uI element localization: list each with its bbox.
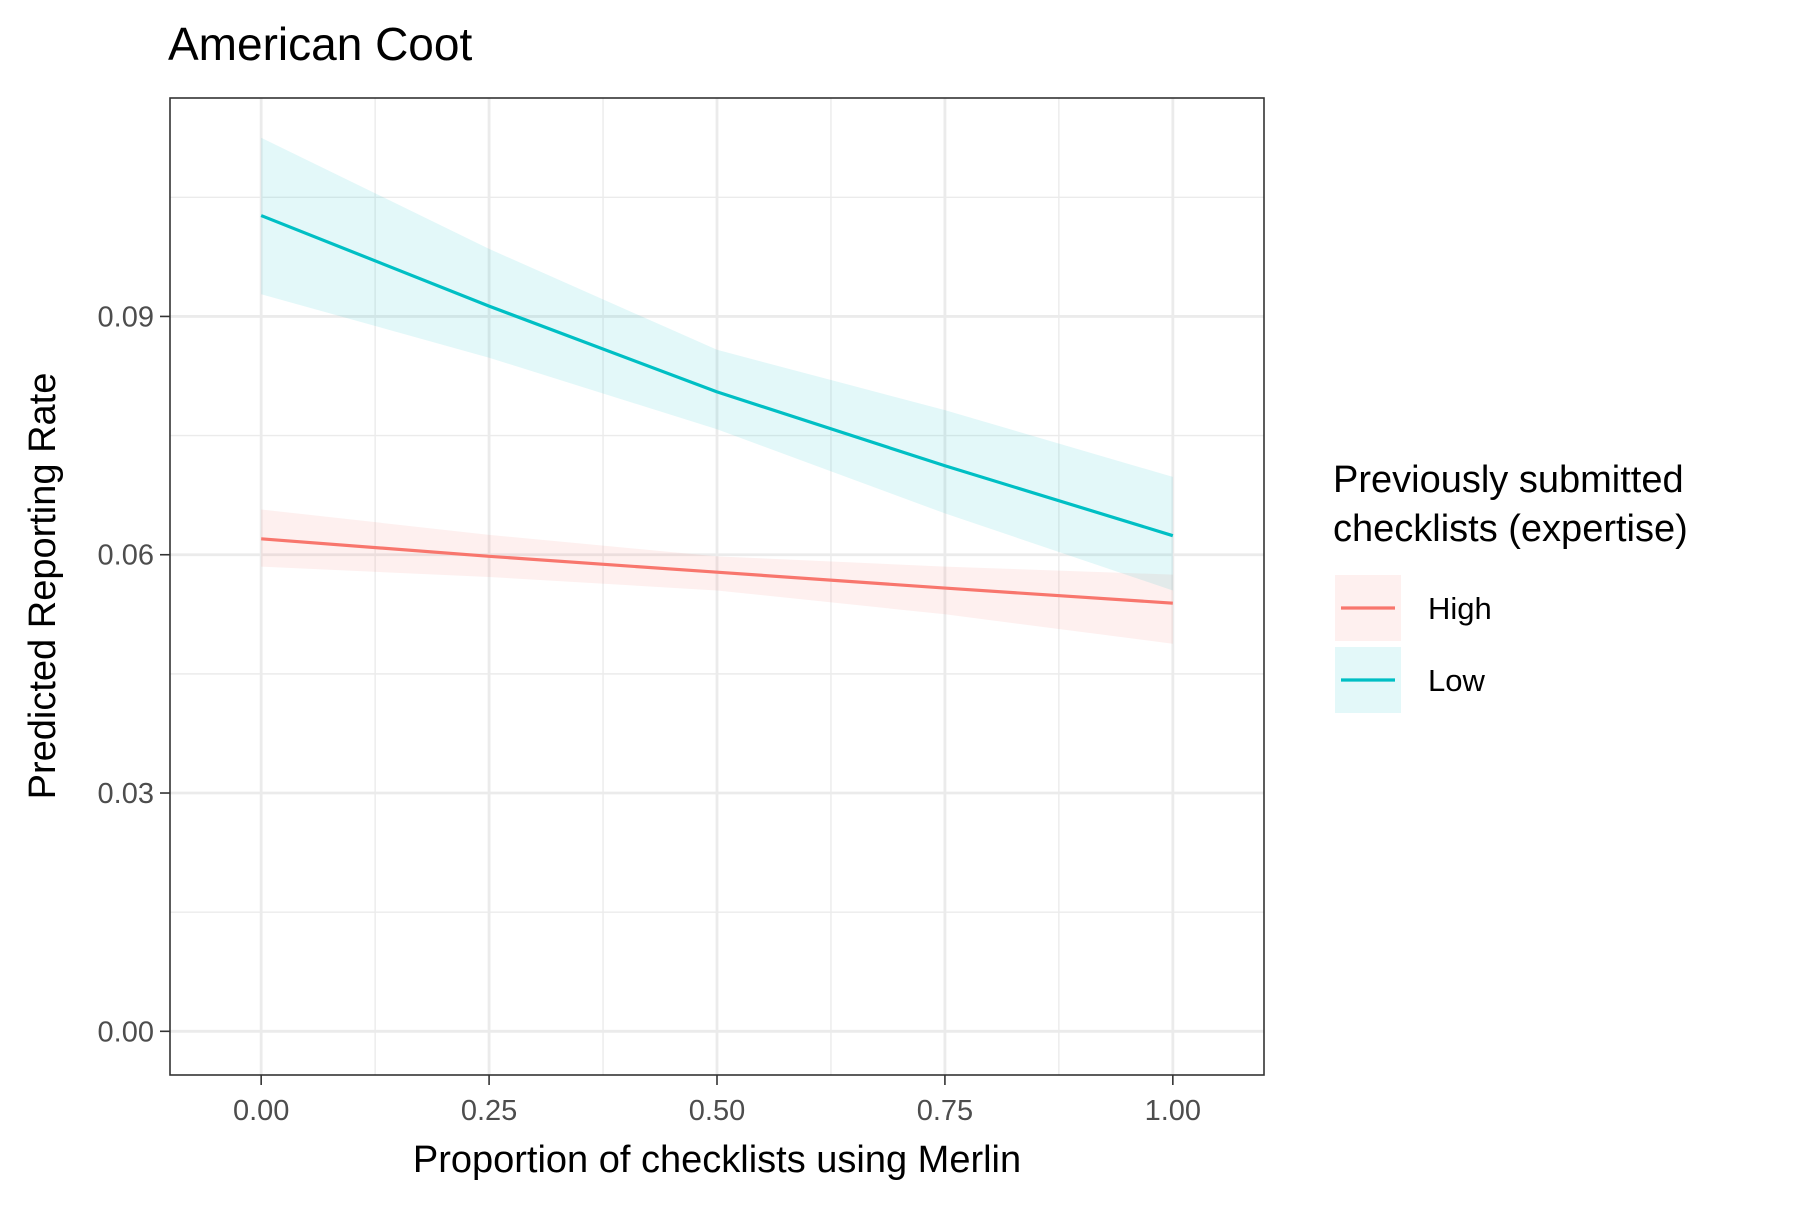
x-tick-label-0: 0.00 <box>233 1095 289 1127</box>
legend-title-line-2: checklists (expertise) <box>1333 508 1688 550</box>
legend: Previously submitted checklists (experti… <box>1333 459 1694 713</box>
y-axis-label: Predicted Reporting Rate <box>22 373 64 800</box>
legend-title-line-1: Previously submitted <box>1333 459 1684 501</box>
y-tick-label-1: 0.03 <box>98 778 154 810</box>
x-tick-label-2: 0.50 <box>689 1095 745 1127</box>
y-tick-label-2: 0.06 <box>98 540 154 572</box>
x-tick-label-3: 0.75 <box>917 1095 973 1127</box>
legend-keys: High Low <box>1335 575 1492 713</box>
x-tick-label-4: 1.00 <box>1145 1095 1201 1127</box>
x-tick-label-1: 0.25 <box>461 1095 517 1127</box>
legend-title: Previously submitted checklists (experti… <box>1333 459 1694 550</box>
legend-label-low: Low <box>1428 663 1485 698</box>
chart-title: American Coot <box>168 18 472 70</box>
y-tick-label-3: 0.09 <box>98 301 154 333</box>
y-axis: 0.00 0.03 0.06 0.09 <box>98 301 170 1048</box>
legend-label-high: High <box>1428 591 1492 626</box>
x-axis: 0.00 0.25 0.50 0.75 1.00 <box>233 1075 1201 1127</box>
x-axis-label: Proportion of checklists using Merlin <box>413 1139 1021 1181</box>
y-tick-label-0: 0.00 <box>98 1016 154 1048</box>
